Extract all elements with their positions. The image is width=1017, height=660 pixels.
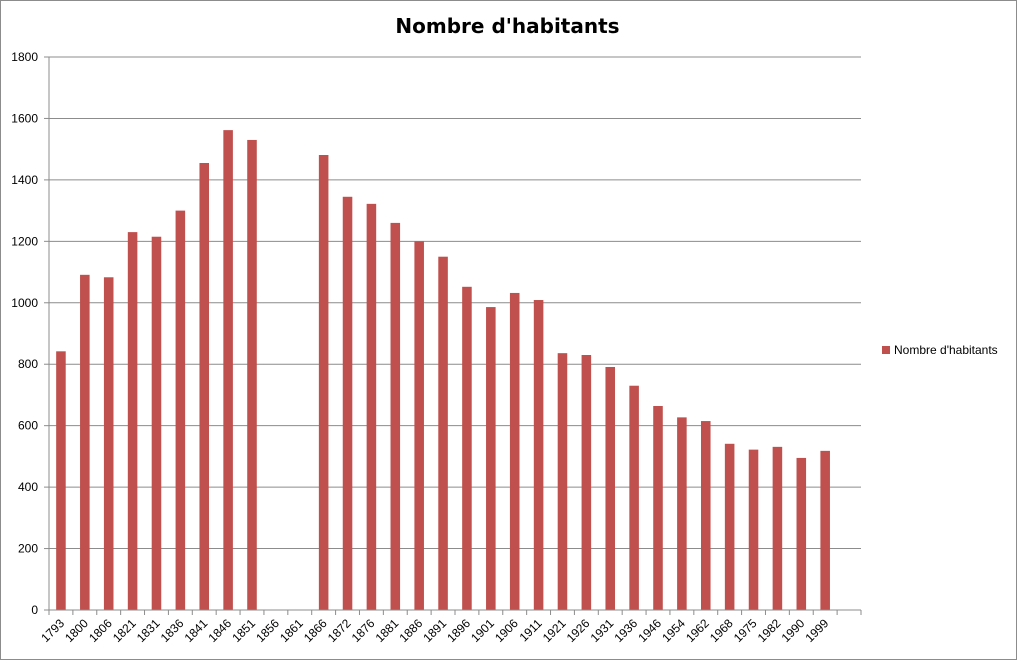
x-tick-label: 1931 <box>588 616 617 645</box>
x-tick-label: 1975 <box>731 616 760 645</box>
x-tick-label: 1836 <box>158 616 187 645</box>
x-tick-label: 1861 <box>277 616 306 645</box>
x-tick-label: 1821 <box>110 616 139 645</box>
y-tick-label: 400 <box>18 480 38 494</box>
bar <box>724 443 735 610</box>
y-tick-label: 1600 <box>11 111 38 125</box>
x-tick-label: 1896 <box>444 616 473 645</box>
bar <box>557 353 568 610</box>
bar <box>390 222 401 610</box>
x-tick-label: 1962 <box>683 616 712 645</box>
bar <box>748 449 759 610</box>
bar <box>223 130 233 610</box>
bar <box>820 450 830 610</box>
y-tick-label: 1400 <box>11 173 38 187</box>
y-tick-label: 200 <box>18 542 38 556</box>
axes <box>48 57 861 611</box>
y-tick-label: 800 <box>18 357 38 371</box>
x-tick-label: 1921 <box>540 616 569 645</box>
y-tick-label: 1000 <box>11 296 38 310</box>
bar <box>414 241 424 611</box>
x-tick-label: 1856 <box>253 616 282 645</box>
bar <box>175 210 186 610</box>
x-tick-label: 1881 <box>373 616 402 645</box>
chart-title: Nombre d'habitants <box>395 14 620 38</box>
x-tick-label: 1926 <box>564 616 593 645</box>
x-tick-label: 1911 <box>517 616 545 644</box>
x-tick-label: 1936 <box>611 616 640 645</box>
bar <box>653 406 663 610</box>
y-axis-ticks: 0 200 400 600 800 1000 1200 1400 1600 1800 <box>11 50 49 617</box>
bar <box>605 366 616 610</box>
bar <box>629 385 639 610</box>
bar <box>151 236 162 610</box>
y-tick-label: 1200 <box>11 234 38 248</box>
x-tick-label: 1886 <box>397 616 426 645</box>
legend-swatch <box>882 346 890 354</box>
bar <box>56 351 66 610</box>
x-tick-label: 1999 <box>803 616 832 645</box>
bar <box>486 307 496 610</box>
bar <box>318 155 329 610</box>
x-tick-label: 1891 <box>420 616 449 645</box>
bar <box>366 203 377 610</box>
y-tick-label: 1800 <box>11 50 38 64</box>
bar <box>677 417 687 610</box>
x-tick-label: 1800 <box>62 616 91 645</box>
bar <box>199 162 210 610</box>
gridlines <box>49 56 861 550</box>
bar <box>700 421 711 610</box>
bar <box>796 457 807 610</box>
bar <box>127 232 138 610</box>
x-tick-label: 1876 <box>349 616 378 645</box>
x-tick-label: 1901 <box>468 616 497 645</box>
x-tick-label: 1851 <box>229 616 258 645</box>
x-tick-label: 1806 <box>86 616 115 645</box>
x-tick-label: 1990 <box>779 616 808 645</box>
x-tick-label: 1872 <box>325 616 354 645</box>
y-tick-label: 600 <box>18 419 38 433</box>
bar-series <box>56 130 830 611</box>
x-tick-label: 1982 <box>755 616 784 645</box>
legend: Nombre d'habitants <box>882 343 998 357</box>
bar <box>509 292 520 610</box>
x-tick-label: 1906 <box>492 616 521 645</box>
x-tick-label: 1968 <box>707 616 736 645</box>
x-tick-label: 1954 <box>659 616 688 645</box>
bar <box>533 300 544 610</box>
legend-label: Nombre d'habitants <box>894 343 998 357</box>
x-tick-label: 1793 <box>38 616 67 645</box>
x-tick-label: 1846 <box>205 616 234 645</box>
bar <box>80 274 90 610</box>
bar <box>247 139 257 610</box>
x-axis-ticks: 1793180018061821183118361841184618511856… <box>38 610 862 645</box>
x-tick-label: 1841 <box>182 616 211 645</box>
bar <box>462 286 472 610</box>
bar <box>772 446 783 610</box>
bar <box>103 277 114 610</box>
x-tick-label: 1831 <box>134 616 163 645</box>
bar <box>581 355 592 610</box>
y-tick-label: 0 <box>31 603 38 617</box>
bar <box>342 196 353 610</box>
x-tick-label: 1946 <box>635 616 664 645</box>
bar <box>438 256 448 610</box>
x-tick-label: 1866 <box>301 616 330 645</box>
